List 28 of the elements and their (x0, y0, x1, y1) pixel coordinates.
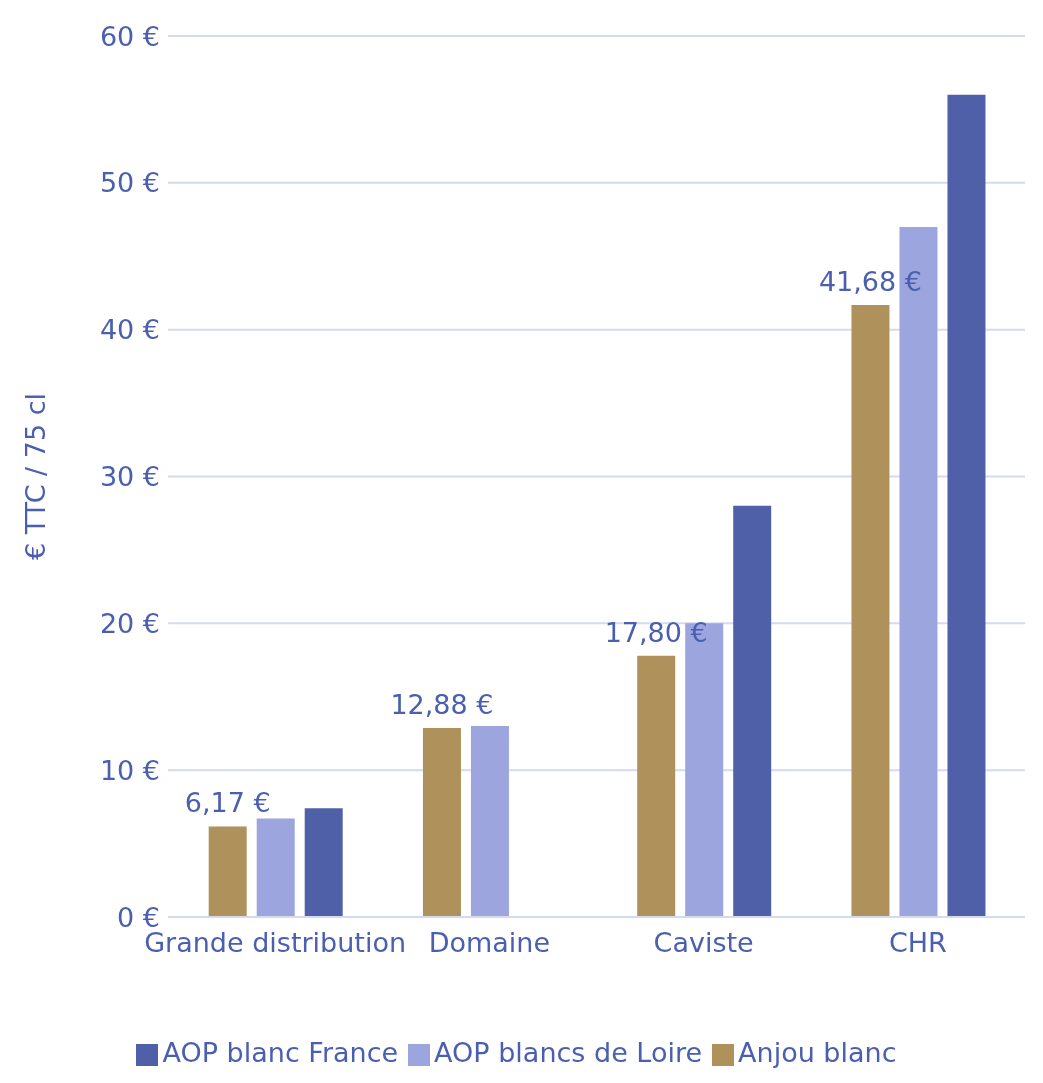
data-label: 12,88 € (390, 688, 494, 720)
y-tick-label: 50 € (99, 167, 160, 199)
bar (208, 826, 247, 917)
legend-label: AOP blancs de Loire (434, 1037, 703, 1068)
bar (851, 305, 890, 917)
data-label: 17,80 € (604, 616, 708, 648)
bar (637, 655, 676, 917)
y-tick-label: 40 € (99, 314, 160, 346)
bar (470, 726, 509, 917)
legend-label: AOP blanc France (162, 1037, 399, 1068)
y-tick-label: 30 € (99, 461, 160, 493)
legend-label: Anjou blanc (738, 1037, 897, 1068)
data-label: 6,17 € (184, 787, 271, 819)
bar (899, 226, 938, 917)
x-tick-label: Caviste (653, 927, 754, 959)
y-tick-label: 10 € (99, 754, 160, 786)
bar (256, 818, 295, 917)
bar (422, 727, 461, 917)
y-axis-title: € TTC / 75 cl (19, 392, 51, 561)
y-tick-label: 20 € (99, 607, 160, 639)
bar (304, 808, 343, 917)
bar (685, 623, 724, 917)
bar (733, 505, 772, 917)
data-label: 41,68 € (818, 266, 922, 297)
y-tick-label: 60 € (99, 20, 160, 52)
x-tick-label: Domaine (428, 927, 551, 959)
x-tick-label: CHR (888, 927, 947, 959)
bar (947, 94, 986, 917)
